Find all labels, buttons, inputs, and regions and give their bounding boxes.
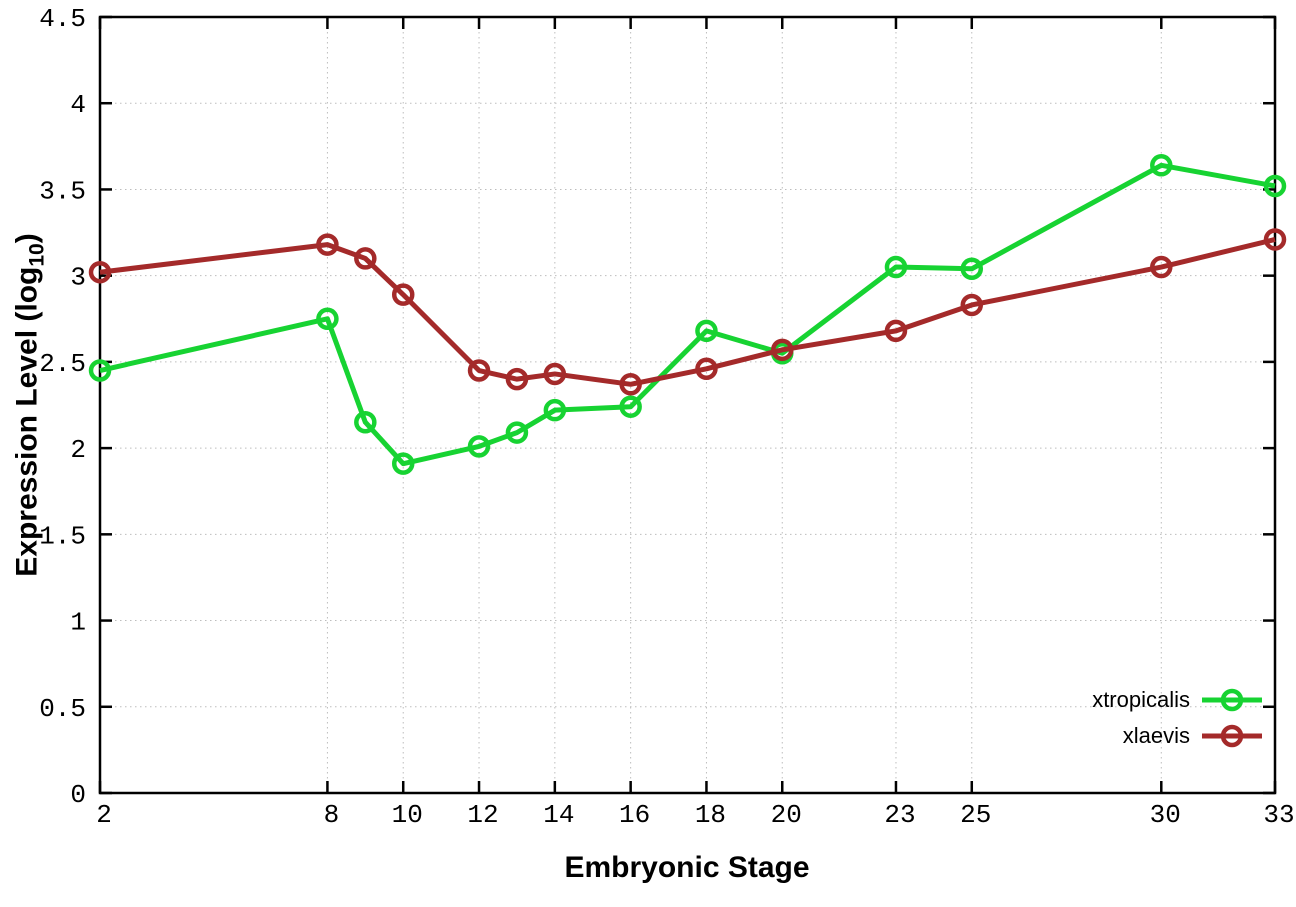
y-tick-label: 2: [70, 435, 86, 465]
data-point-xlaevis: [316, 233, 339, 256]
data-point-xtropicalis: [505, 421, 529, 444]
x-tick-label: 30: [1150, 800, 1181, 830]
x-tick-label: 20: [771, 800, 802, 830]
series-line-xlaevis: [99, 237, 1276, 387]
data-point-xlaevis: [354, 247, 377, 270]
data-point-xtropicalis: [619, 395, 642, 418]
y-tick-label: 1.5: [39, 521, 86, 551]
data-point-xlaevis: [391, 283, 415, 306]
x-tick-label: 25: [960, 800, 991, 830]
data-point-xlaevis: [771, 338, 794, 362]
data-point-xlaevis: [960, 293, 984, 317]
data-point-xtropicalis: [960, 257, 984, 281]
legend-item-xlaevis: xlaevis: [1092, 718, 1264, 754]
x-tick-label: 2: [96, 800, 112, 830]
y-tick-label: 4: [70, 90, 86, 120]
plot-border: [98, 15, 1277, 795]
data-point-xlaevis: [505, 367, 529, 391]
y-axis-title: Expression Level (log10): [10, 233, 49, 576]
y-axis-title-main: Expression Level (log: [10, 266, 44, 577]
data-point-xtropicalis: [543, 398, 567, 422]
y-tick-label: 3.5: [39, 176, 86, 206]
legend-label-xlaevis: xlaevis: [1122, 723, 1190, 748]
x-tick-label: 12: [467, 800, 498, 830]
x-tick-label: 14: [543, 800, 574, 830]
data-point-xlaevis: [88, 260, 112, 284]
series-xtropicalis: [88, 154, 1287, 475]
data-point-xlaevis: [695, 357, 718, 381]
y-tick-label: 2.5: [39, 349, 86, 379]
x-axis-title: Embryonic Stage: [564, 851, 810, 884]
series-line-xtropicalis: [99, 162, 1276, 467]
x-tick-label: 16: [619, 800, 650, 830]
y-tick-label: 0.5: [39, 694, 86, 724]
data-point-xtropicalis: [1263, 174, 1287, 198]
x-tick-label: 23: [884, 800, 915, 830]
x-tick-labels: 2 8 10 12 14 16 18 20 23 25 30 33: [96, 800, 1294, 830]
data-point-xtropicalis: [391, 452, 415, 475]
series-xlaevis: [88, 228, 1287, 396]
x-tick-label: 10: [392, 800, 423, 830]
y-tick-label: 3: [70, 263, 86, 293]
data-point-xtropicalis: [354, 410, 377, 434]
y-tick-labels: 0 0.5 1 1.5 2 2.5 3 3.5 4 4.5: [39, 4, 86, 810]
x-tick-label: 33: [1263, 800, 1294, 830]
data-point-xlaevis: [884, 319, 908, 343]
data-point-xtropicalis: [695, 319, 718, 343]
legend-marker-xtropicalis: [1202, 688, 1262, 712]
legend-marker-xlaevis: [1202, 724, 1262, 748]
data-point-xlaevis: [543, 362, 567, 386]
y-tick-label: 1: [70, 608, 86, 638]
data-point-xtropicalis: [467, 435, 491, 458]
grid: [99, 16, 1276, 794]
y-tick-label: 0: [70, 780, 86, 810]
data-point-xtropicalis: [316, 307, 339, 331]
data-point-xtropicalis: [88, 359, 112, 382]
data-point-xlaevis: [619, 373, 642, 396]
data-point-xlaevis: [1150, 255, 1173, 279]
data-point-xtropicalis: [884, 255, 908, 279]
data-point-xlaevis: [1263, 228, 1287, 251]
x-tick-label: 8: [324, 800, 340, 830]
y-axis-title-subscript: 10: [25, 243, 49, 267]
x-tick-label: 18: [695, 800, 726, 830]
data-point-xlaevis: [467, 359, 491, 382]
y-axis-title-suffix: ): [10, 233, 44, 244]
legend-item-xtropicalis: xtropicalis: [1092, 682, 1264, 718]
plot-border-and-ticks: [98, 15, 1277, 795]
legend: xtropicalis xlaevis: [1092, 682, 1264, 754]
legend-label-xtropicalis: xtropicalis: [1092, 687, 1190, 712]
data-point-xtropicalis: [1150, 154, 1173, 177]
y-tick-label: 4.5: [39, 4, 86, 34]
